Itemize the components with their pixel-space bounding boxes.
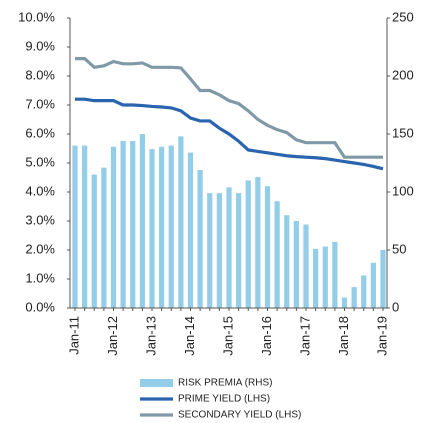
- y-tick-label: 4.0%: [25, 183, 55, 198]
- y2-tick-label: 50: [392, 241, 406, 256]
- bar: [380, 250, 386, 308]
- line: [75, 57, 383, 159]
- y-tick-label: 0.0%: [25, 299, 55, 314]
- y2-tick-label: 200: [392, 67, 414, 82]
- x-tick-label: Jan-13: [143, 316, 158, 356]
- bar: [139, 134, 145, 308]
- bar: [264, 186, 271, 308]
- bar: [370, 262, 376, 308]
- bar: [149, 149, 155, 308]
- bar: [82, 145, 88, 308]
- y-tick-label: 1.0%: [25, 270, 55, 285]
- legend-swatch: [140, 379, 173, 387]
- x-tick-label: Jan-14: [182, 316, 197, 356]
- bar: [72, 145, 78, 308]
- x-tick-label: Jan-17: [297, 316, 312, 356]
- y2-tick-label: 250: [392, 9, 414, 24]
- bar: [216, 193, 222, 308]
- bar: [322, 246, 328, 308]
- legend-label: RISK PREMIA (RHS): [178, 378, 272, 389]
- x-tick-label: Jan-18: [336, 316, 351, 356]
- bar: [351, 287, 357, 308]
- y-tick-label: 9.0%: [25, 38, 55, 53]
- y-tick-label: 5.0%: [25, 154, 55, 169]
- bar: [284, 215, 290, 308]
- y2-tick-label: 150: [392, 125, 414, 140]
- y-tick-label: 2.0%: [25, 241, 55, 256]
- bar: [313, 248, 319, 308]
- bar: [187, 152, 194, 308]
- bar: [274, 201, 280, 308]
- line: [75, 97, 384, 171]
- x-tick-label: Jan-19: [374, 316, 389, 356]
- y-tick-label: 6.0%: [25, 125, 55, 140]
- bar: [178, 136, 184, 308]
- legend-label: PRIME YIELD (LHS): [178, 394, 270, 405]
- bar: [341, 297, 348, 308]
- x-tick-label: Jan-11: [66, 316, 81, 355]
- y-tick-label: 10.0%: [18, 9, 55, 24]
- y2-tick-label: 0: [392, 299, 399, 314]
- x-tick-label: Jan-15: [220, 316, 235, 356]
- bar: [101, 167, 107, 308]
- bar: [197, 169, 203, 308]
- bar: [236, 193, 242, 308]
- bar: [91, 174, 97, 308]
- x-tick-label: Jan-16: [259, 316, 274, 356]
- bar: [245, 180, 251, 308]
- y-tick-label: 8.0%: [25, 67, 55, 82]
- y-tick-label: 7.0%: [25, 96, 55, 111]
- bar: [159, 146, 165, 308]
- bar: [255, 176, 261, 308]
- legend-label: SECONDARY YIELD (LHS): [178, 410, 301, 421]
- bar: [120, 140, 126, 308]
- bar: [361, 275, 367, 308]
- bar: [168, 145, 174, 308]
- bar: [303, 224, 309, 308]
- x-tick-label: Jan-12: [105, 316, 120, 356]
- bar: [226, 187, 232, 308]
- bar: [332, 241, 338, 308]
- bar: [293, 221, 299, 308]
- bar: [110, 146, 117, 308]
- y-tick-label: 3.0%: [25, 212, 55, 227]
- bar: [207, 193, 213, 308]
- bar: [130, 140, 136, 308]
- y2-tick-label: 100: [392, 183, 414, 198]
